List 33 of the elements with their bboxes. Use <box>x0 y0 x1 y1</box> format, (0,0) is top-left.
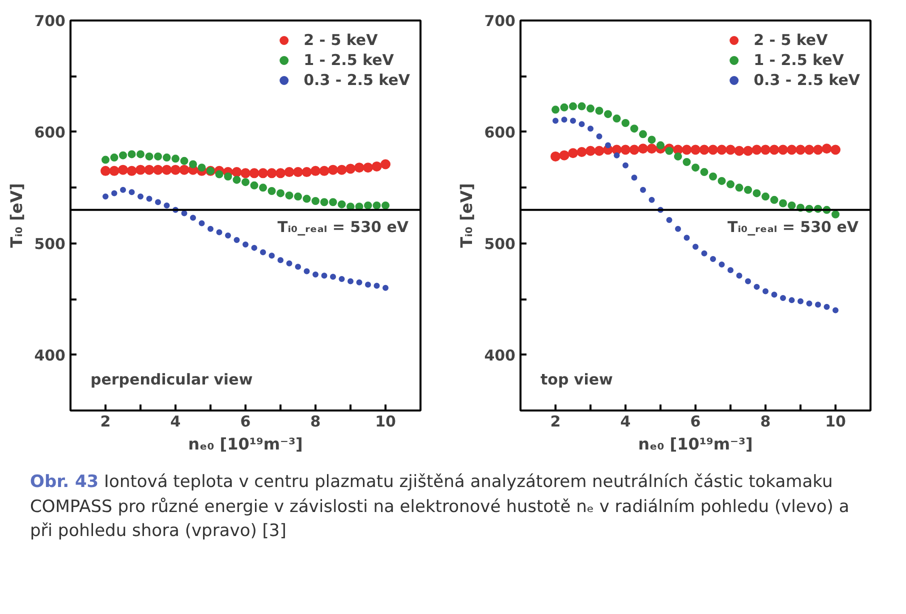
x-tick-label: 10 <box>375 412 396 430</box>
x-tick-label: 10 <box>825 412 846 430</box>
y-tick-label: 700 <box>34 12 66 30</box>
text: Obr. 43 <box>30 472 99 492</box>
y-tick-label: 600 <box>484 123 516 142</box>
annotation: top view <box>540 370 614 388</box>
legend-label: 1 - 2.5 keV <box>754 51 844 69</box>
y-tick-label: 500 <box>34 234 66 253</box>
annotation: perpendicular view <box>90 370 253 388</box>
legend-label: 2 - 5 keV <box>304 31 378 49</box>
x-tick-label: 4 <box>620 412 631 430</box>
ref-line-label: Tᵢ₀_ᵣₑₐₗ = 530 eV <box>728 218 859 236</box>
legend-label: 0.3 - 2.5 keV <box>304 71 410 89</box>
x-tick-label: 8 <box>760 412 771 430</box>
y-axis-title: Tᵢ₀ [eV] <box>7 183 26 248</box>
x-tick-label: 4 <box>170 412 181 430</box>
x-tick-label: 2 <box>100 412 111 430</box>
x-tick-label: 6 <box>240 412 251 430</box>
y-axis-title: Tᵢ₀ [eV] <box>457 183 476 248</box>
x-axis-title: nₑ₀ [10¹⁹m⁻³] <box>188 434 303 454</box>
x-tick-label: 6 <box>690 412 701 430</box>
ref-line-label: Tᵢ₀_ᵣₑₐₗ = 530 eV <box>278 218 409 236</box>
y-tick-label: 500 <box>484 234 516 253</box>
y-tick-label: 700 <box>484 12 516 30</box>
legend-label: 0.3 - 2.5 keV <box>754 71 860 89</box>
y-tick-label: 600 <box>34 123 66 142</box>
y-tick-label: 400 <box>484 346 516 364</box>
x-tick-label: 8 <box>310 412 321 430</box>
x-tick-label: 2 <box>550 412 561 430</box>
y-tick-label: 400 <box>34 346 66 364</box>
legend-label: 2 - 5 keV <box>754 31 828 49</box>
legend-label: 1 - 2.5 keV <box>304 51 394 69</box>
x-axis-title: nₑ₀ [10¹⁹m⁻³] <box>638 434 753 454</box>
